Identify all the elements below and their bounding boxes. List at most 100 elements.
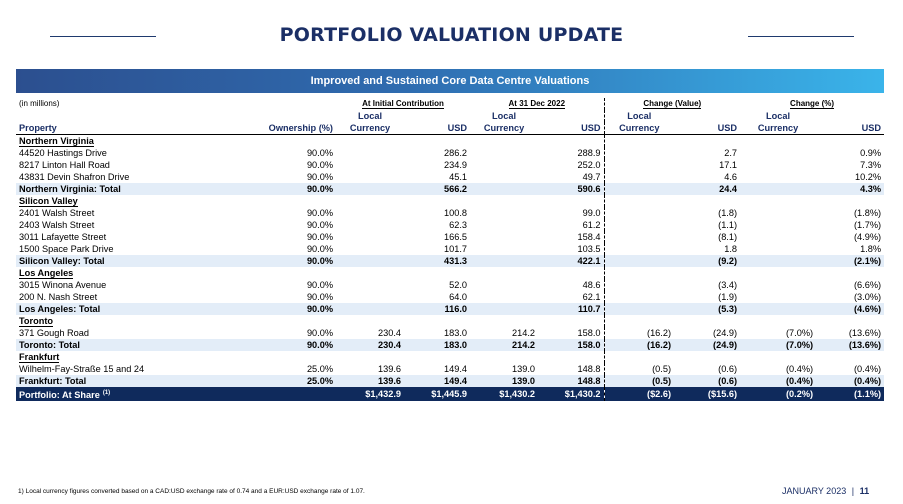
cell-cvl (604, 171, 674, 183)
cell-cvl: ($2.6) (604, 387, 675, 402)
cell-du: 158.0 (538, 339, 605, 351)
property-name: Northern Virginia: Total (16, 183, 244, 195)
cell-cvl (604, 231, 674, 243)
cell-du: 288.9 (538, 147, 605, 159)
cell-cpl (740, 159, 816, 171)
cell-cpu: (0.4%) (853, 364, 882, 374)
cell-dl: 139.0 (512, 364, 536, 374)
property-name: Portfolio: At Share (1) (16, 387, 244, 402)
region-name: Silicon Valley (19, 196, 78, 207)
cell-iu: 62.3 (449, 220, 468, 230)
cell-dl (470, 207, 538, 219)
page-number: 11 (859, 486, 870, 496)
col-property: Property (16, 122, 244, 135)
cell-il (336, 243, 404, 255)
cell-cvl: (0.5) (652, 364, 672, 374)
cell-cpl (740, 303, 817, 315)
property-name: 2403 Walsh Street (19, 220, 95, 230)
region-total-row: Toronto: Total 90.0% 230.4 183.0 214.2 158.0(… (16, 339, 885, 351)
cell-cpu: 7.3% (860, 160, 882, 170)
cell-cpu: 10.2% (854, 172, 882, 182)
sub-local: Local (627, 111, 652, 121)
footer-separator: | (851, 486, 855, 496)
table-row: 43831 Devin Shafron Drive 90.0% 45.1 49.7 4.… (16, 171, 884, 183)
cell-iu: 431.3 (404, 255, 471, 267)
property-name: Silicon Valley: Total (16, 255, 244, 267)
cell-cpu: (13.6%) (848, 328, 882, 338)
cell-cvu: 4.6 (724, 172, 738, 182)
cell-dl (470, 147, 538, 159)
cell-cvl (604, 159, 674, 171)
cell-il (336, 183, 404, 195)
cell-cpl (740, 291, 816, 303)
cell-il (336, 255, 404, 267)
cell-cpl: (0.2%) (740, 387, 817, 402)
col-usd: USD (816, 122, 885, 135)
cell-cpl (740, 243, 816, 255)
cell-cvl (604, 243, 674, 255)
cell-cvl (604, 183, 675, 195)
cell-cvu: (3.4) (718, 280, 738, 290)
table-row: 8217 Linton Hall Road 90.0% 234.9 252.0 17.1… (16, 159, 884, 171)
region-total-row: Frankfurt: Total 25.0% 139.6 149.4 139.0 148.… (16, 375, 885, 387)
cell-cpu: (1.1%) (816, 387, 885, 402)
cell-dl (470, 243, 538, 255)
region-total-row: Los Angeles: Total 90.0% 116.0 110.7 (5.3) (4… (16, 303, 885, 315)
cell-cpu: 1.8% (860, 244, 882, 254)
region-total-row: Northern Virginia: Total 90.0% 566.2 590.6 2… (16, 183, 885, 195)
section-banner: Improved and Sustained Core Data Centre … (16, 69, 884, 93)
cell-cpl (740, 207, 816, 219)
cell-iu: 183.0 (444, 328, 468, 338)
cell-cvl: (0.5) (604, 375, 675, 387)
cell-dl: 214.2 (512, 328, 536, 338)
cell-cpl (740, 147, 816, 159)
cell-o: 90.0% (306, 244, 333, 254)
cell-cpu: (1.8%) (853, 208, 882, 218)
col-currency: Currency (740, 122, 817, 135)
cell-iu: $1,445.9 (404, 387, 471, 402)
region-name: Los Angeles (19, 268, 74, 279)
cell-il (336, 207, 404, 219)
col-currency: Currency (470, 122, 539, 135)
property-name: 8217 Linton Hall Road (19, 160, 110, 170)
cell-dl (470, 291, 538, 303)
table-row: 1500 Space Park Drive 90.0% 101.7 103.5 1.8 1… (16, 243, 884, 255)
cell-cpu: (2.1%) (816, 255, 885, 267)
cell-iu: 149.4 (404, 375, 471, 387)
cell-du: 590.6 (538, 183, 605, 195)
cell-cpu: (6.6%) (853, 280, 882, 290)
cell-iu: 286.2 (444, 148, 468, 158)
cell-o: 90.0% (244, 183, 336, 195)
group-change-pct: Change (%) (790, 99, 835, 109)
cell-du: 110.7 (538, 303, 605, 315)
cell-cpu: (4.6%) (816, 303, 885, 315)
col-usd: USD (538, 122, 605, 135)
cell-iu: 64.0 (449, 292, 468, 302)
cell-cpl: (0.4%) (740, 375, 817, 387)
cell-o: 90.0% (306, 148, 333, 158)
cell-il: 139.6 (336, 375, 404, 387)
cell-o: 90.0% (306, 160, 333, 170)
cell-cpl (740, 279, 816, 291)
cell-dl (470, 303, 539, 315)
cell-il (336, 279, 404, 291)
cell-cvu: (8.1) (718, 232, 738, 242)
region-header: Frankfurt (16, 351, 884, 363)
property-name: Los Angeles: Total (16, 303, 244, 315)
cell-cvu: (1.9) (718, 292, 738, 302)
cell-o: 90.0% (244, 303, 336, 315)
region-header: Los Angeles (16, 267, 884, 279)
cell-du: $1,430.2 (538, 387, 605, 402)
col-currency: Currency (336, 122, 404, 135)
cell-o: 90.0% (244, 255, 336, 267)
cell-cvu: (1.8) (718, 208, 738, 218)
cell-dl (470, 159, 538, 171)
cell-dl (470, 255, 539, 267)
cell-iu: 183.0 (404, 339, 471, 351)
cell-iu: 234.9 (444, 160, 468, 170)
cell-o: 90.0% (306, 220, 333, 230)
cell-cpu: 0.9% (860, 148, 882, 158)
group-initial-contribution: At Initial Contribution (362, 99, 444, 109)
cell-cpl (740, 219, 816, 231)
cell-cpu: (0.4%) (816, 375, 885, 387)
